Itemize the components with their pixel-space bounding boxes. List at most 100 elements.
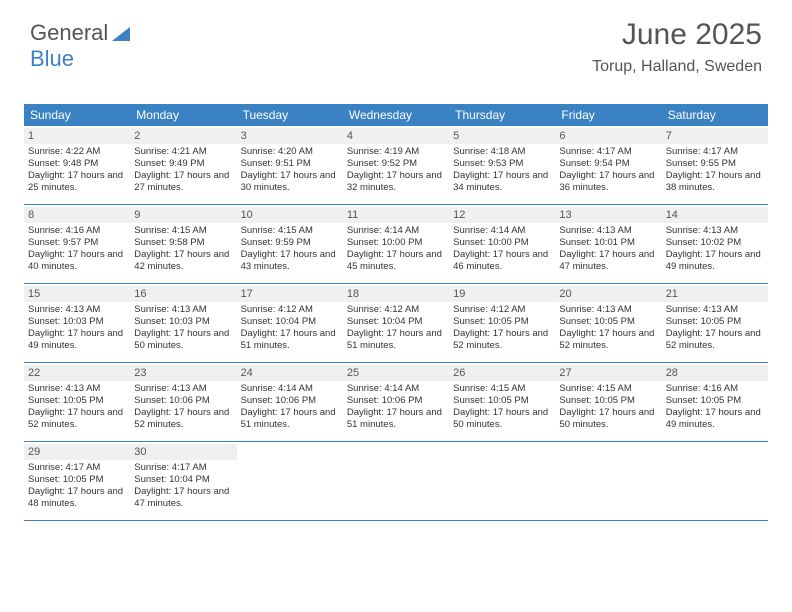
day-info: Sunrise: 4:20 AMSunset: 9:51 PMDaylight:… [241,146,339,195]
day-cell: 1Sunrise: 4:22 AMSunset: 9:48 PMDaylight… [24,126,130,204]
day-header-row: Sunday Monday Tuesday Wednesday Thursday… [24,104,768,126]
day-info: Sunrise: 4:15 AMSunset: 10:05 PMDaylight… [453,383,551,432]
dayname-monday: Monday [130,104,236,126]
day-number: 11 [343,207,449,223]
day-number: 1 [24,128,130,144]
day-info: Sunrise: 4:13 AMSunset: 10:05 PMDaylight… [559,304,657,353]
day-info: Sunrise: 4:13 AMSunset: 10:05 PMDaylight… [666,304,764,353]
title-block: June 2025 Torup, Halland, Sweden [592,18,762,76]
day-cell: 20 Sunrise: 4:13 AMSunset: 10:05 PMDaylig… [555,284,661,362]
day-info: Sunrise: 4:13 AMSunset: 10:01 PMDaylight… [559,225,657,274]
week-row: 15Sunrise: 4:13 AMSunset: 10:03 PMDaylig… [24,284,768,363]
day-number: 5 [449,128,555,144]
day-info: Sunrise: 4:15 AMSunset: 10:05 PMDaylight… [559,383,657,432]
day-cell: 14 Sunrise: 4:13 AMSunset: 10:02 PMDaylig… [662,205,768,283]
week-row: 1Sunrise: 4:22 AMSunset: 9:48 PMDaylight… [24,126,768,205]
empty-cell [555,442,661,520]
day-number: 25 [343,365,449,381]
day-cell: 6 Sunrise: 4:17 AMSunset: 9:54 PMDaylight… [555,126,661,204]
dayname-sunday: Sunday [24,104,130,126]
day-cell: 18Sunrise: 4:12 AMSunset: 10:04 PMDaylig… [343,284,449,362]
dayname-saturday: Saturday [662,104,768,126]
day-cell: 5 Sunrise: 4:18 AMSunset: 9:53 PMDaylight… [449,126,555,204]
day-info: Sunrise: 4:13 AMSunset: 10:03 PMDaylight… [28,304,126,353]
day-number: 6 [555,128,661,144]
day-cell: 21Sunrise: 4:13 AMSunset: 10:05 PMDaylig… [662,284,768,362]
day-cell: 11 Sunrise: 4:14 AMSunset: 10:00 PMDaylig… [343,205,449,283]
empty-cell [449,442,555,520]
dayname-thursday: Thursday [449,104,555,126]
day-cell: 23 Sunrise: 4:13 AMSunset: 10:06 PMDaylig… [130,363,236,441]
day-info: Sunrise: 4:14 AMSunset: 10:06 PMDaylight… [347,383,445,432]
day-number: 15 [24,286,130,302]
day-info: Sunrise: 4:17 AMSunset: 9:54 PMDaylight:… [559,146,657,195]
day-info: Sunrise: 4:13 AMSunset: 10:05 PMDaylight… [28,383,126,432]
day-cell: 30Sunrise: 4:17 AMSunset: 10:04 PMDaylig… [130,442,236,520]
location-subtitle: Torup, Halland, Sweden [592,58,762,76]
logo-sail-icon [110,25,132,43]
day-cell: 3 Sunrise: 4:20 AMSunset: 9:51 PMDaylight… [237,126,343,204]
day-cell: 29 Sunrise: 4:17 AMSunset: 10:05 PMDaylig… [24,442,130,520]
day-cell: 19 Sunrise: 4:12 AMSunset: 10:05 PMDaylig… [449,284,555,362]
day-cell: 16Sunrise: 4:13 AMSunset: 10:03 PMDaylig… [130,284,236,362]
empty-cell [343,442,449,520]
day-number: 14 [662,207,768,223]
day-cell: 27 Sunrise: 4:15 AMSunset: 10:05 PMDaylig… [555,363,661,441]
day-info: Sunrise: 4:13 AMSunset: 10:06 PMDaylight… [134,383,232,432]
day-number: 28 [662,365,768,381]
day-info: Sunrise: 4:17 AMSunset: 10:04 PMDaylight… [134,462,232,511]
day-number: 9 [130,207,236,223]
dayname-friday: Friday [555,104,661,126]
day-number: 4 [343,128,449,144]
day-info: Sunrise: 4:14 AMSunset: 10:00 PMDaylight… [347,225,445,274]
week-row: 22 Sunrise: 4:13 AMSunset: 10:05 PMDaylig… [24,363,768,442]
day-number: 12 [449,207,555,223]
day-number: 2 [130,128,236,144]
dayname-wednesday: Wednesday [343,104,449,126]
day-info: Sunrise: 4:17 AMSunset: 10:05 PMDaylight… [28,462,126,511]
day-number: 8 [24,207,130,223]
empty-cell [662,442,768,520]
day-number: 19 [449,286,555,302]
day-info: Sunrise: 4:17 AMSunset: 9:55 PMDaylight:… [666,146,764,195]
day-info: Sunrise: 4:13 AMSunset: 10:03 PMDaylight… [134,304,232,353]
logo: General Blue [30,20,132,72]
day-cell: 9Sunrise: 4:15 AMSunset: 9:58 PMDaylight… [130,205,236,283]
day-number: 27 [555,365,661,381]
day-cell: 8 Sunrise: 4:16 AMSunset: 9:57 PMDaylight… [24,205,130,283]
day-cell: 10Sunrise: 4:15 AMSunset: 9:59 PMDayligh… [237,205,343,283]
day-number: 22 [24,365,130,381]
day-cell: 15 Sunrise: 4:13 AMSunset: 10:03 PMDaylig… [24,284,130,362]
day-cell: 2 Sunrise: 4:21 AMSunset: 9:49 PMDaylight… [130,126,236,204]
day-number: 23 [130,365,236,381]
day-cell: 13 Sunrise: 4:13 AMSunset: 10:01 PMDaylig… [555,205,661,283]
day-info: Sunrise: 4:18 AMSunset: 9:53 PMDaylight:… [453,146,551,195]
day-info: Sunrise: 4:12 AMSunset: 10:05 PMDaylight… [453,304,551,353]
day-cell: 4 Sunrise: 4:19 AMSunset: 9:52 PMDaylight… [343,126,449,204]
day-info: Sunrise: 4:16 AMSunset: 10:05 PMDaylight… [666,383,764,432]
day-info: Sunrise: 4:12 AMSunset: 10:04 PMDaylight… [241,304,339,353]
day-info: Sunrise: 4:19 AMSunset: 9:52 PMDaylight:… [347,146,445,195]
day-number: 18 [343,286,449,302]
day-cell: 22 Sunrise: 4:13 AMSunset: 10:05 PMDaylig… [24,363,130,441]
day-number: 13 [555,207,661,223]
day-cell: 28 Sunrise: 4:16 AMSunset: 10:05 PMDaylig… [662,363,768,441]
calendar: Sunday Monday Tuesday Wednesday Thursday… [24,104,768,521]
empty-cell [237,442,343,520]
week-row: 29 Sunrise: 4:17 AMSunset: 10:05 PMDaylig… [24,442,768,521]
day-info: Sunrise: 4:16 AMSunset: 9:57 PMDaylight:… [28,225,126,274]
day-number: 26 [449,365,555,381]
week-row: 8 Sunrise: 4:16 AMSunset: 9:57 PMDaylight… [24,205,768,284]
day-number: 10 [237,207,343,223]
day-number: 29 [24,444,130,460]
day-cell: 26 Sunrise: 4:15 AMSunset: 10:05 PMDaylig… [449,363,555,441]
day-cell: 24Sunrise: 4:14 AMSunset: 10:06 PMDaylig… [237,363,343,441]
day-cell: 7Sunrise: 4:17 AMSunset: 9:55 PMDaylight… [662,126,768,204]
day-cell: 25 Sunrise: 4:14 AMSunset: 10:06 PMDaylig… [343,363,449,441]
month-title: June 2025 [592,18,762,52]
day-number: 20 [555,286,661,302]
day-number: 3 [237,128,343,144]
day-info: Sunrise: 4:13 AMSunset: 10:02 PMDaylight… [666,225,764,274]
day-info: Sunrise: 4:21 AMSunset: 9:49 PMDaylight:… [134,146,232,195]
dayname-tuesday: Tuesday [237,104,343,126]
